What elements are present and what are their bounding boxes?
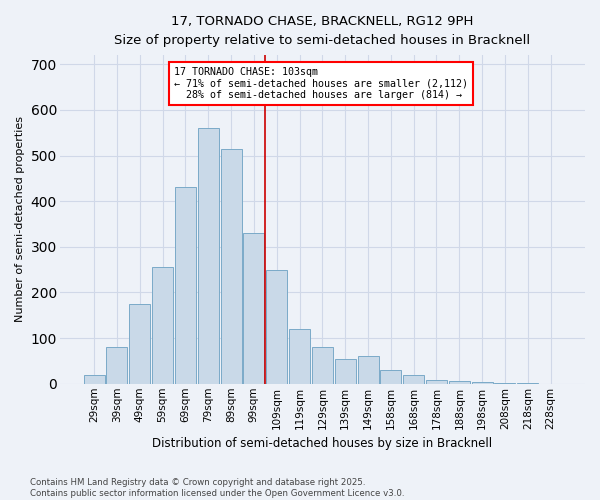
Bar: [221, 148, 242, 384]
Y-axis label: Number of semi-detached properties: Number of semi-detached properties: [15, 116, 25, 322]
Bar: [403, 374, 424, 384]
Text: Contains HM Land Registry data © Crown copyright and database right 2025.
Contai: Contains HM Land Registry data © Crown c…: [30, 478, 404, 498]
Bar: [266, 270, 287, 384]
Bar: [358, 356, 379, 384]
Bar: [244, 233, 265, 384]
Bar: [129, 304, 150, 384]
Bar: [449, 382, 470, 384]
Bar: [426, 380, 447, 384]
Bar: [175, 188, 196, 384]
Title: 17, TORNADO CHASE, BRACKNELL, RG12 9PH
Size of property relative to semi-detache: 17, TORNADO CHASE, BRACKNELL, RG12 9PH S…: [114, 15, 530, 47]
Bar: [312, 347, 333, 384]
Bar: [83, 374, 104, 384]
Bar: [472, 382, 493, 384]
Bar: [494, 383, 515, 384]
Bar: [335, 358, 356, 384]
X-axis label: Distribution of semi-detached houses by size in Bracknell: Distribution of semi-detached houses by …: [152, 437, 493, 450]
Bar: [152, 268, 173, 384]
Bar: [106, 347, 127, 384]
Text: 17 TORNADO CHASE: 103sqm
← 71% of semi-detached houses are smaller (2,112)
  28%: 17 TORNADO CHASE: 103sqm ← 71% of semi-d…: [174, 66, 468, 100]
Bar: [198, 128, 219, 384]
Bar: [289, 329, 310, 384]
Bar: [380, 370, 401, 384]
